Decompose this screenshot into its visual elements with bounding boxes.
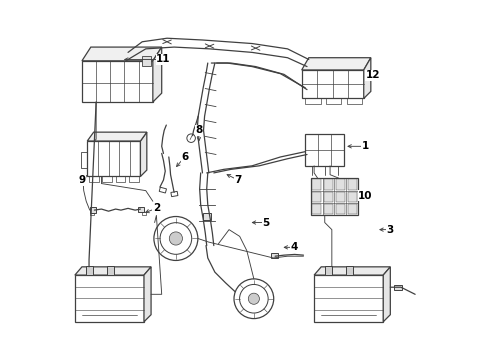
Bar [90, 207, 96, 213]
Bar [336, 179, 345, 190]
Bar [159, 187, 167, 193]
Bar [347, 192, 357, 202]
Bar [312, 179, 321, 190]
Circle shape [248, 293, 259, 304]
Polygon shape [383, 267, 391, 322]
Bar [171, 192, 178, 197]
Polygon shape [314, 267, 391, 275]
Bar [346, 266, 353, 275]
Polygon shape [364, 58, 371, 99]
Polygon shape [153, 47, 162, 102]
Bar [394, 285, 402, 290]
Bar [90, 213, 94, 215]
Bar [107, 266, 114, 275]
Text: 4: 4 [291, 242, 298, 252]
Polygon shape [141, 132, 147, 176]
Bar [336, 192, 345, 202]
Bar [116, 176, 125, 182]
Bar [302, 70, 364, 99]
Text: 10: 10 [358, 191, 373, 201]
Bar [325, 266, 332, 275]
Bar [347, 204, 357, 215]
Bar [305, 134, 344, 166]
Bar [312, 204, 321, 215]
Text: 2: 2 [153, 203, 160, 213]
Bar [75, 275, 144, 322]
Bar [102, 176, 112, 182]
Bar [326, 99, 342, 104]
Polygon shape [87, 132, 147, 141]
Text: 3: 3 [387, 225, 394, 235]
Bar [311, 178, 358, 215]
Polygon shape [82, 47, 162, 61]
Text: 6: 6 [181, 152, 188, 162]
Bar [323, 192, 333, 202]
Bar [87, 141, 141, 176]
Bar [314, 275, 383, 322]
Bar [336, 204, 345, 215]
Text: 7: 7 [234, 175, 242, 185]
Polygon shape [75, 267, 151, 275]
Text: 12: 12 [366, 71, 380, 80]
Text: 1: 1 [362, 141, 369, 151]
Polygon shape [144, 267, 151, 322]
Polygon shape [302, 58, 371, 70]
Bar [142, 212, 146, 215]
Bar [142, 55, 151, 66]
Bar [323, 204, 333, 215]
Bar [347, 179, 357, 190]
Text: 11: 11 [156, 54, 171, 64]
Text: 5: 5 [263, 217, 270, 228]
Text: 9: 9 [78, 175, 86, 185]
Bar [85, 266, 93, 275]
Text: 8: 8 [196, 125, 202, 135]
Bar [82, 61, 153, 102]
Bar [271, 253, 278, 258]
Bar [138, 207, 145, 212]
Bar [89, 176, 99, 182]
Bar [203, 213, 211, 220]
Bar [129, 176, 139, 182]
Circle shape [169, 232, 182, 245]
Bar [305, 99, 320, 104]
Bar [81, 152, 87, 168]
Bar [323, 179, 333, 190]
Bar [346, 99, 362, 104]
Bar [312, 192, 321, 202]
